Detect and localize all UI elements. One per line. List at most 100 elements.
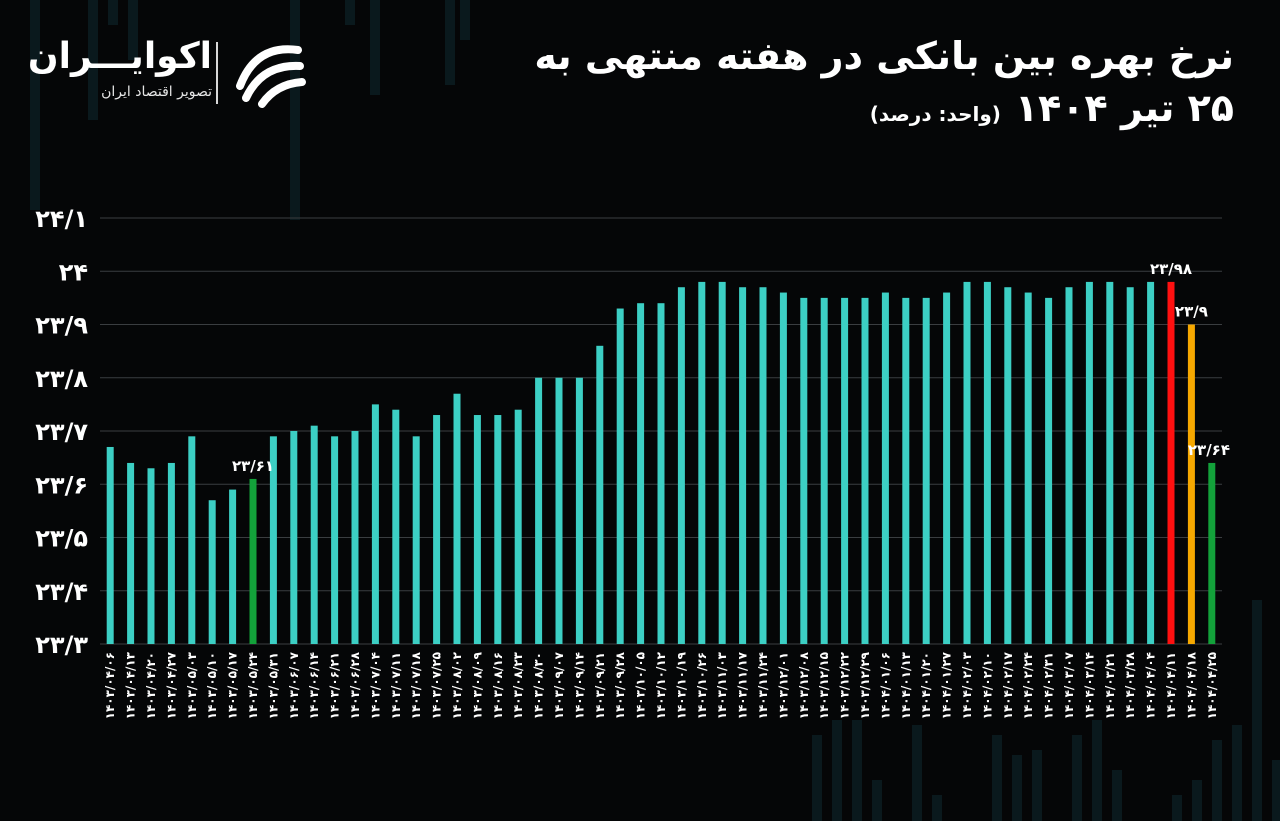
bar: [1085, 281, 1093, 644]
y-tick-label: ۲۴/۱: [35, 205, 88, 233]
x-tick-label: ۱۴۰۴/۰۲/۰۳: [960, 651, 974, 719]
x-tick-label: ۱۴۰۳/۰۸/۰۹: [470, 651, 484, 719]
y-tick-label: ۲۳/۶: [35, 471, 88, 499]
x-tick-label: ۱۴۰۳/۰۸/۲۳: [511, 651, 525, 719]
bar: [637, 303, 645, 644]
bar: [718, 281, 726, 644]
x-tick-label: ۱۴۰۴/۰۳/۰۷: [1062, 651, 1076, 719]
y-tick-label: ۲۴: [59, 258, 88, 286]
x-tick-label: ۱۴۰۳/۰۹/۲۸: [613, 651, 627, 719]
x-tick-label: ۱۴۰۴/۰۴/۲۵: [1205, 652, 1219, 719]
x-tick-label: ۱۴۰۳/۰۸/۳۰: [532, 652, 546, 719]
x-tick-label: ۱۴۰۳/۱۲/۱۵: [817, 652, 831, 719]
bar: [963, 281, 971, 644]
bar: [1208, 462, 1216, 644]
bar: [902, 297, 910, 644]
bar: [739, 287, 747, 644]
bar: [759, 287, 767, 644]
y-tick-label: ۲۳/۷: [35, 418, 88, 446]
bar: [657, 303, 665, 644]
bar: [269, 436, 277, 644]
x-tick-label: ۱۴۰۳/۰۴/۰۶: [103, 652, 117, 719]
x-tick-label: ۱۴۰۴/۰۱/۰۶: [878, 652, 892, 719]
x-tick-label: ۱۴۰۳/۰۹/۲۱: [593, 652, 607, 719]
x-tick-label: ۱۴۰۴/۰۲/۳۱: [1042, 652, 1056, 719]
bar: [229, 489, 237, 644]
chart-title-line-1: نرخ بهره بین بانکی در هفته منتهی به: [534, 34, 1234, 78]
x-tick-label: ۱۴۰۳/۰۵/۱۷: [226, 651, 240, 719]
x-tick-label: ۱۴۰۳/۱۰/۱۹: [674, 651, 688, 719]
bar: [1045, 297, 1053, 644]
y-tick-label: ۲۳/۵: [35, 525, 88, 553]
bar: [800, 297, 808, 644]
bar: [351, 431, 359, 644]
x-tick-label: ۱۴۰۴/۰۴/۰۴: [1144, 652, 1158, 719]
x-tick-label: ۱۴۰۳/۰۶/۱۴: [307, 652, 321, 719]
bar: [1024, 292, 1032, 644]
bar: [473, 415, 481, 644]
x-tick-label: ۱۴۰۴/۰۲/۱۰: [980, 652, 994, 719]
x-tick-label: ۱۴۰۳/۰۵/۲۴: [246, 652, 260, 719]
bar: [433, 415, 441, 644]
x-tick-label: ۱۴۰۳/۰۷/۱۸: [409, 651, 423, 719]
x-tick-label: ۱۴۰۴/۰۴/۱۸: [1184, 651, 1198, 719]
x-tick-label: ۱۴۰۴/۰۲/۱۷: [1001, 651, 1015, 719]
bar: [106, 446, 114, 644]
x-tick-label: ۱۴۰۳/۱۲/۲۲: [838, 651, 852, 719]
y-tick-label: ۲۳/۸: [35, 365, 88, 393]
bar: [779, 292, 787, 644]
bar: [943, 292, 951, 644]
bar: [1187, 324, 1195, 644]
x-tick-label: ۱۴۰۴/۰۳/۱۴: [1082, 652, 1096, 719]
x-tick-label: ۱۴۰۳/۱۱/۲۴: [756, 652, 770, 719]
y-tick-label: ۲۳/۴: [35, 578, 88, 606]
x-tick-label: ۱۴۰۳/۰۵/۱۰: [205, 652, 219, 719]
bar: [841, 297, 849, 644]
x-tick-label: ۱۴۰۳/۱۱/۱۷: [736, 651, 750, 719]
bar: [1126, 287, 1134, 644]
bar: [596, 345, 604, 644]
bar: [820, 297, 828, 644]
chart-title-line-2: ۲۵ تیر ۱۴۰۴: [1014, 86, 1234, 130]
bar: [188, 436, 196, 644]
x-tick-label: ۱۴۰۴/۰۳/۲۸: [1123, 651, 1137, 719]
brand-name: اکوایـــران: [27, 36, 212, 77]
x-tick-label: ۱۴۰۳/۰۵/۰۳: [185, 651, 199, 719]
x-tick-label: ۱۴۰۳/۰۷/۰۴: [368, 652, 382, 719]
unit-label: (واحد: درصد): [869, 102, 1001, 126]
data-label: ۲۳/۶۱: [232, 457, 274, 475]
bar: [1004, 287, 1012, 644]
x-tick-label: ۱۴۰۳/۰۵/۳۱: [266, 652, 280, 719]
x-tick-label: ۱۴۰۳/۱۱/۰۳: [715, 651, 729, 719]
bar: [1147, 281, 1155, 644]
data-label: ۲۳/۹: [1175, 303, 1208, 321]
bar: [331, 436, 339, 644]
y-tick-label: ۲۳/۹: [35, 312, 88, 340]
brand-tagline: تصویر اقتصاد ایران: [101, 84, 212, 100]
bar: [147, 468, 155, 644]
x-tick-label: ۱۴۰۴/۰۳/۲۱: [1103, 652, 1117, 719]
bar: [1106, 281, 1114, 644]
ecoiran-logo-icon: [236, 45, 306, 108]
y-tick-label: ۲۳/۳: [35, 631, 88, 659]
bar: [1167, 281, 1175, 644]
bar: [922, 297, 930, 644]
bar: [208, 500, 216, 644]
x-tick-label: ۱۴۰۴/۰۱/۲۰: [919, 652, 933, 719]
x-tick-label: ۱۴۰۳/۰۹/۰۷: [552, 651, 566, 719]
x-tick-label: ۱۴۰۴/۰۱/۲۷: [940, 651, 954, 719]
title-block: نرخ بهره بین بانکی در هفته منتهی به ۲۵ ت…: [474, 30, 1234, 140]
bar: [616, 308, 624, 644]
x-tick-label: ۱۴۰۳/۰۷/۲۵: [430, 652, 444, 719]
x-tick-label: ۱۴۰۴/۰۲/۲۴: [1021, 652, 1035, 719]
bar: [127, 462, 135, 644]
x-tick-label: ۱۴۰۳/۰۸/۱۶: [491, 652, 505, 719]
x-tick-label: ۱۴۰۳/۰۹/۱۴: [572, 652, 586, 719]
bar: [698, 281, 706, 644]
x-tick-label: ۱۴۰۳/۱۲/۰۸: [797, 651, 811, 719]
bar: [1065, 287, 1073, 644]
x-tick-label: ۱۴۰۳/۱۰/۲۶: [695, 652, 709, 719]
x-tick-label: ۱۴۰۳/۰۷/۱۱: [389, 652, 403, 719]
bar: [881, 292, 889, 644]
